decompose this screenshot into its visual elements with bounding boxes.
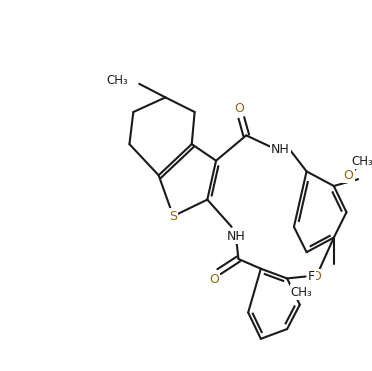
Text: CH₃: CH₃: [106, 74, 128, 88]
Text: S: S: [169, 210, 177, 223]
Text: F: F: [308, 270, 315, 283]
Text: O: O: [209, 273, 219, 286]
Text: NH: NH: [227, 230, 246, 243]
Text: NH: NH: [271, 144, 290, 157]
Text: CH₃: CH₃: [351, 155, 372, 168]
Text: CH₃: CH₃: [291, 286, 312, 299]
Text: O: O: [343, 169, 353, 182]
Text: O: O: [234, 102, 244, 115]
Text: O: O: [311, 270, 321, 283]
